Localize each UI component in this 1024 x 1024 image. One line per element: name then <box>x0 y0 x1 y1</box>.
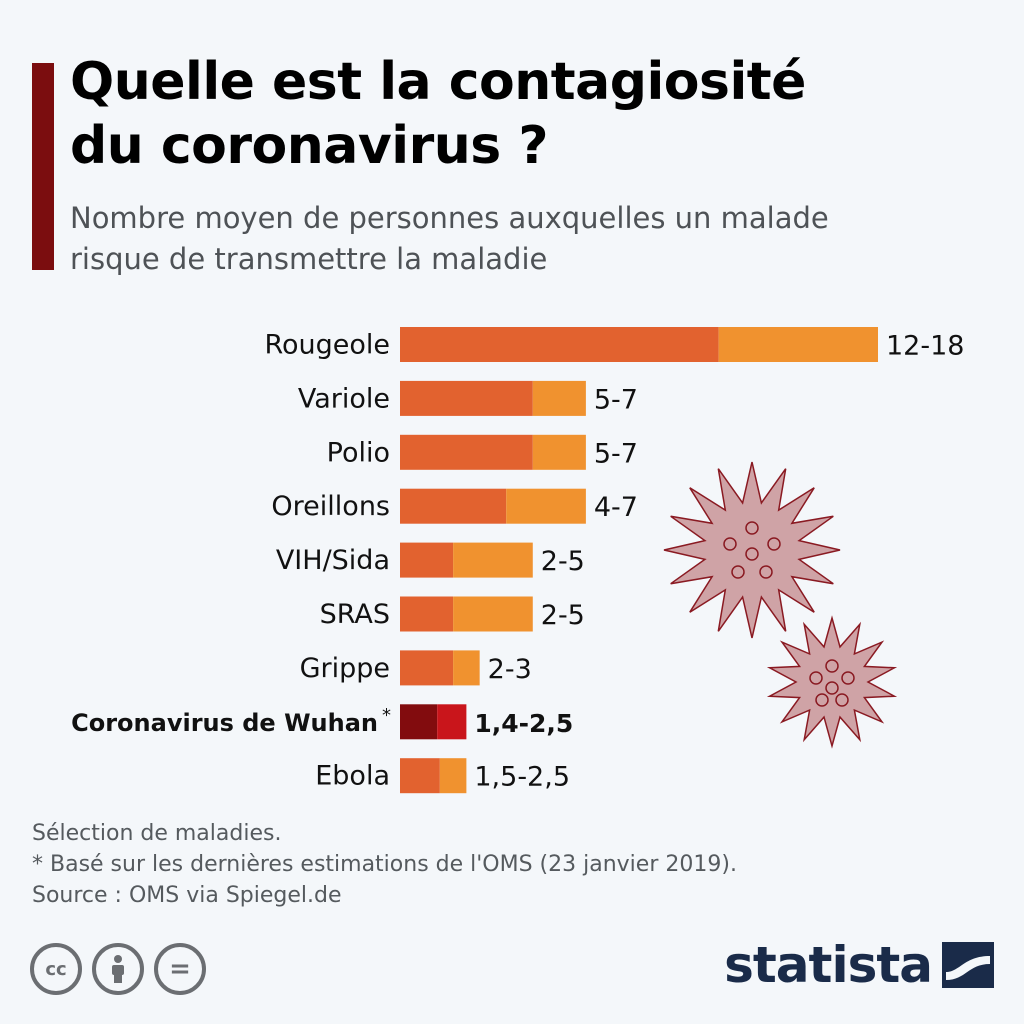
virus-icon-large-spot <box>745 521 759 535</box>
value-label: 2-3 <box>488 654 532 685</box>
bar-low-3 <box>400 488 507 524</box>
subtitle-line-1: Nombre moyen de personnes auxquelles un … <box>70 201 829 235</box>
value-label: 5-7 <box>594 384 638 415</box>
virus-icon-large-spot <box>731 565 745 579</box>
brand-logo[interactable]: statista <box>724 936 994 994</box>
chart-subtitle: Nombre moyen de personnes auxquelles un … <box>70 198 950 280</box>
virus-icon-large-spot <box>759 565 773 579</box>
value-label: 5-7 <box>594 438 638 469</box>
value-label: 12-18 <box>886 331 964 362</box>
virus-icon-small-spot <box>815 693 829 707</box>
title-line-1: Quelle est la contagiosité <box>70 52 806 112</box>
footnote-source: Source : OMS via Spiegel.de <box>32 883 342 908</box>
virus-icon-small-spot <box>835 693 849 707</box>
bar-high-6 <box>453 650 480 686</box>
highlight-asterisk: * <box>382 705 391 726</box>
bar-low-0 <box>400 327 719 362</box>
virus-icon-small-spot <box>809 671 823 685</box>
virus-icon-large-spot <box>723 537 737 551</box>
value-label: 2-5 <box>541 600 585 631</box>
title-accent-bar <box>32 63 54 270</box>
bar-low-5 <box>400 596 454 632</box>
category-label: Grippe <box>300 653 390 684</box>
bar-low-1 <box>400 380 533 416</box>
value-label: 1,5-2,5 <box>474 762 570 793</box>
category-label: Variole <box>298 383 390 414</box>
bar-high-4 <box>453 542 533 578</box>
category-label: Rougeole <box>264 330 390 361</box>
brand-wordmark: statista <box>724 936 933 994</box>
bar-high-3 <box>506 488 586 524</box>
bar-high-8 <box>439 758 467 794</box>
no-derivatives-label: = <box>169 954 191 984</box>
category-label: Coronavirus de Wuhan <box>71 709 378 737</box>
bar-low-4 <box>400 542 454 578</box>
virus-icon-small-spot <box>841 671 855 685</box>
license-icons: cc = <box>30 943 206 995</box>
value-label: 1,4-2,5 <box>474 709 573 738</box>
statista-logo-icon <box>942 942 994 988</box>
chart-title: Quelle est la contagiosité du coronaviru… <box>70 50 970 178</box>
category-label: VIH/Sida <box>276 545 390 576</box>
virus-icon-small-spot <box>825 681 839 695</box>
bar-high-2 <box>532 434 586 470</box>
subtitle-line-2: risque de transmettre la maladie <box>70 242 548 276</box>
value-label: 4-7 <box>594 492 638 523</box>
person-icon[interactable] <box>92 943 144 995</box>
bar-high-5 <box>453 596 533 632</box>
cc-icon-label: cc <box>45 958 67 980</box>
cc-icon[interactable]: cc <box>30 943 82 995</box>
title-line-2: du coronavirus ? <box>70 116 548 176</box>
footnotes: Sélection de maladies. * Basé sur les de… <box>32 818 932 911</box>
no-derivatives-icon[interactable]: = <box>154 943 206 995</box>
bar-low-7 <box>400 704 438 740</box>
virus-icon-large-spot <box>767 537 781 551</box>
person-glyph <box>112 955 124 983</box>
footnote-estimate: * Basé sur les dernières estimations de … <box>32 852 737 877</box>
bar-low-2 <box>400 434 533 470</box>
bar-high-1 <box>532 380 586 416</box>
value-label: 2-5 <box>541 546 585 577</box>
category-label: Polio <box>327 437 390 468</box>
bar-high-0 <box>718 327 878 362</box>
virus-icon-small-spot <box>825 659 839 673</box>
virus-icon-large-spot <box>745 547 759 561</box>
bar-low-8 <box>400 758 440 794</box>
category-label: SRAS <box>320 599 390 630</box>
virus-icon-large <box>663 461 841 639</box>
bar-low-6 <box>400 650 454 686</box>
category-label: Oreillons <box>271 491 390 522</box>
bar-high-7 <box>437 704 467 740</box>
category-label: Ebola <box>315 761 390 792</box>
contagiousness-bar-chart: Rougeole 12-18 Variole 5-7 Polio 5-7 Oreillons… <box>71 327 964 794</box>
footnote-selection: Sélection de maladies. <box>32 821 282 846</box>
